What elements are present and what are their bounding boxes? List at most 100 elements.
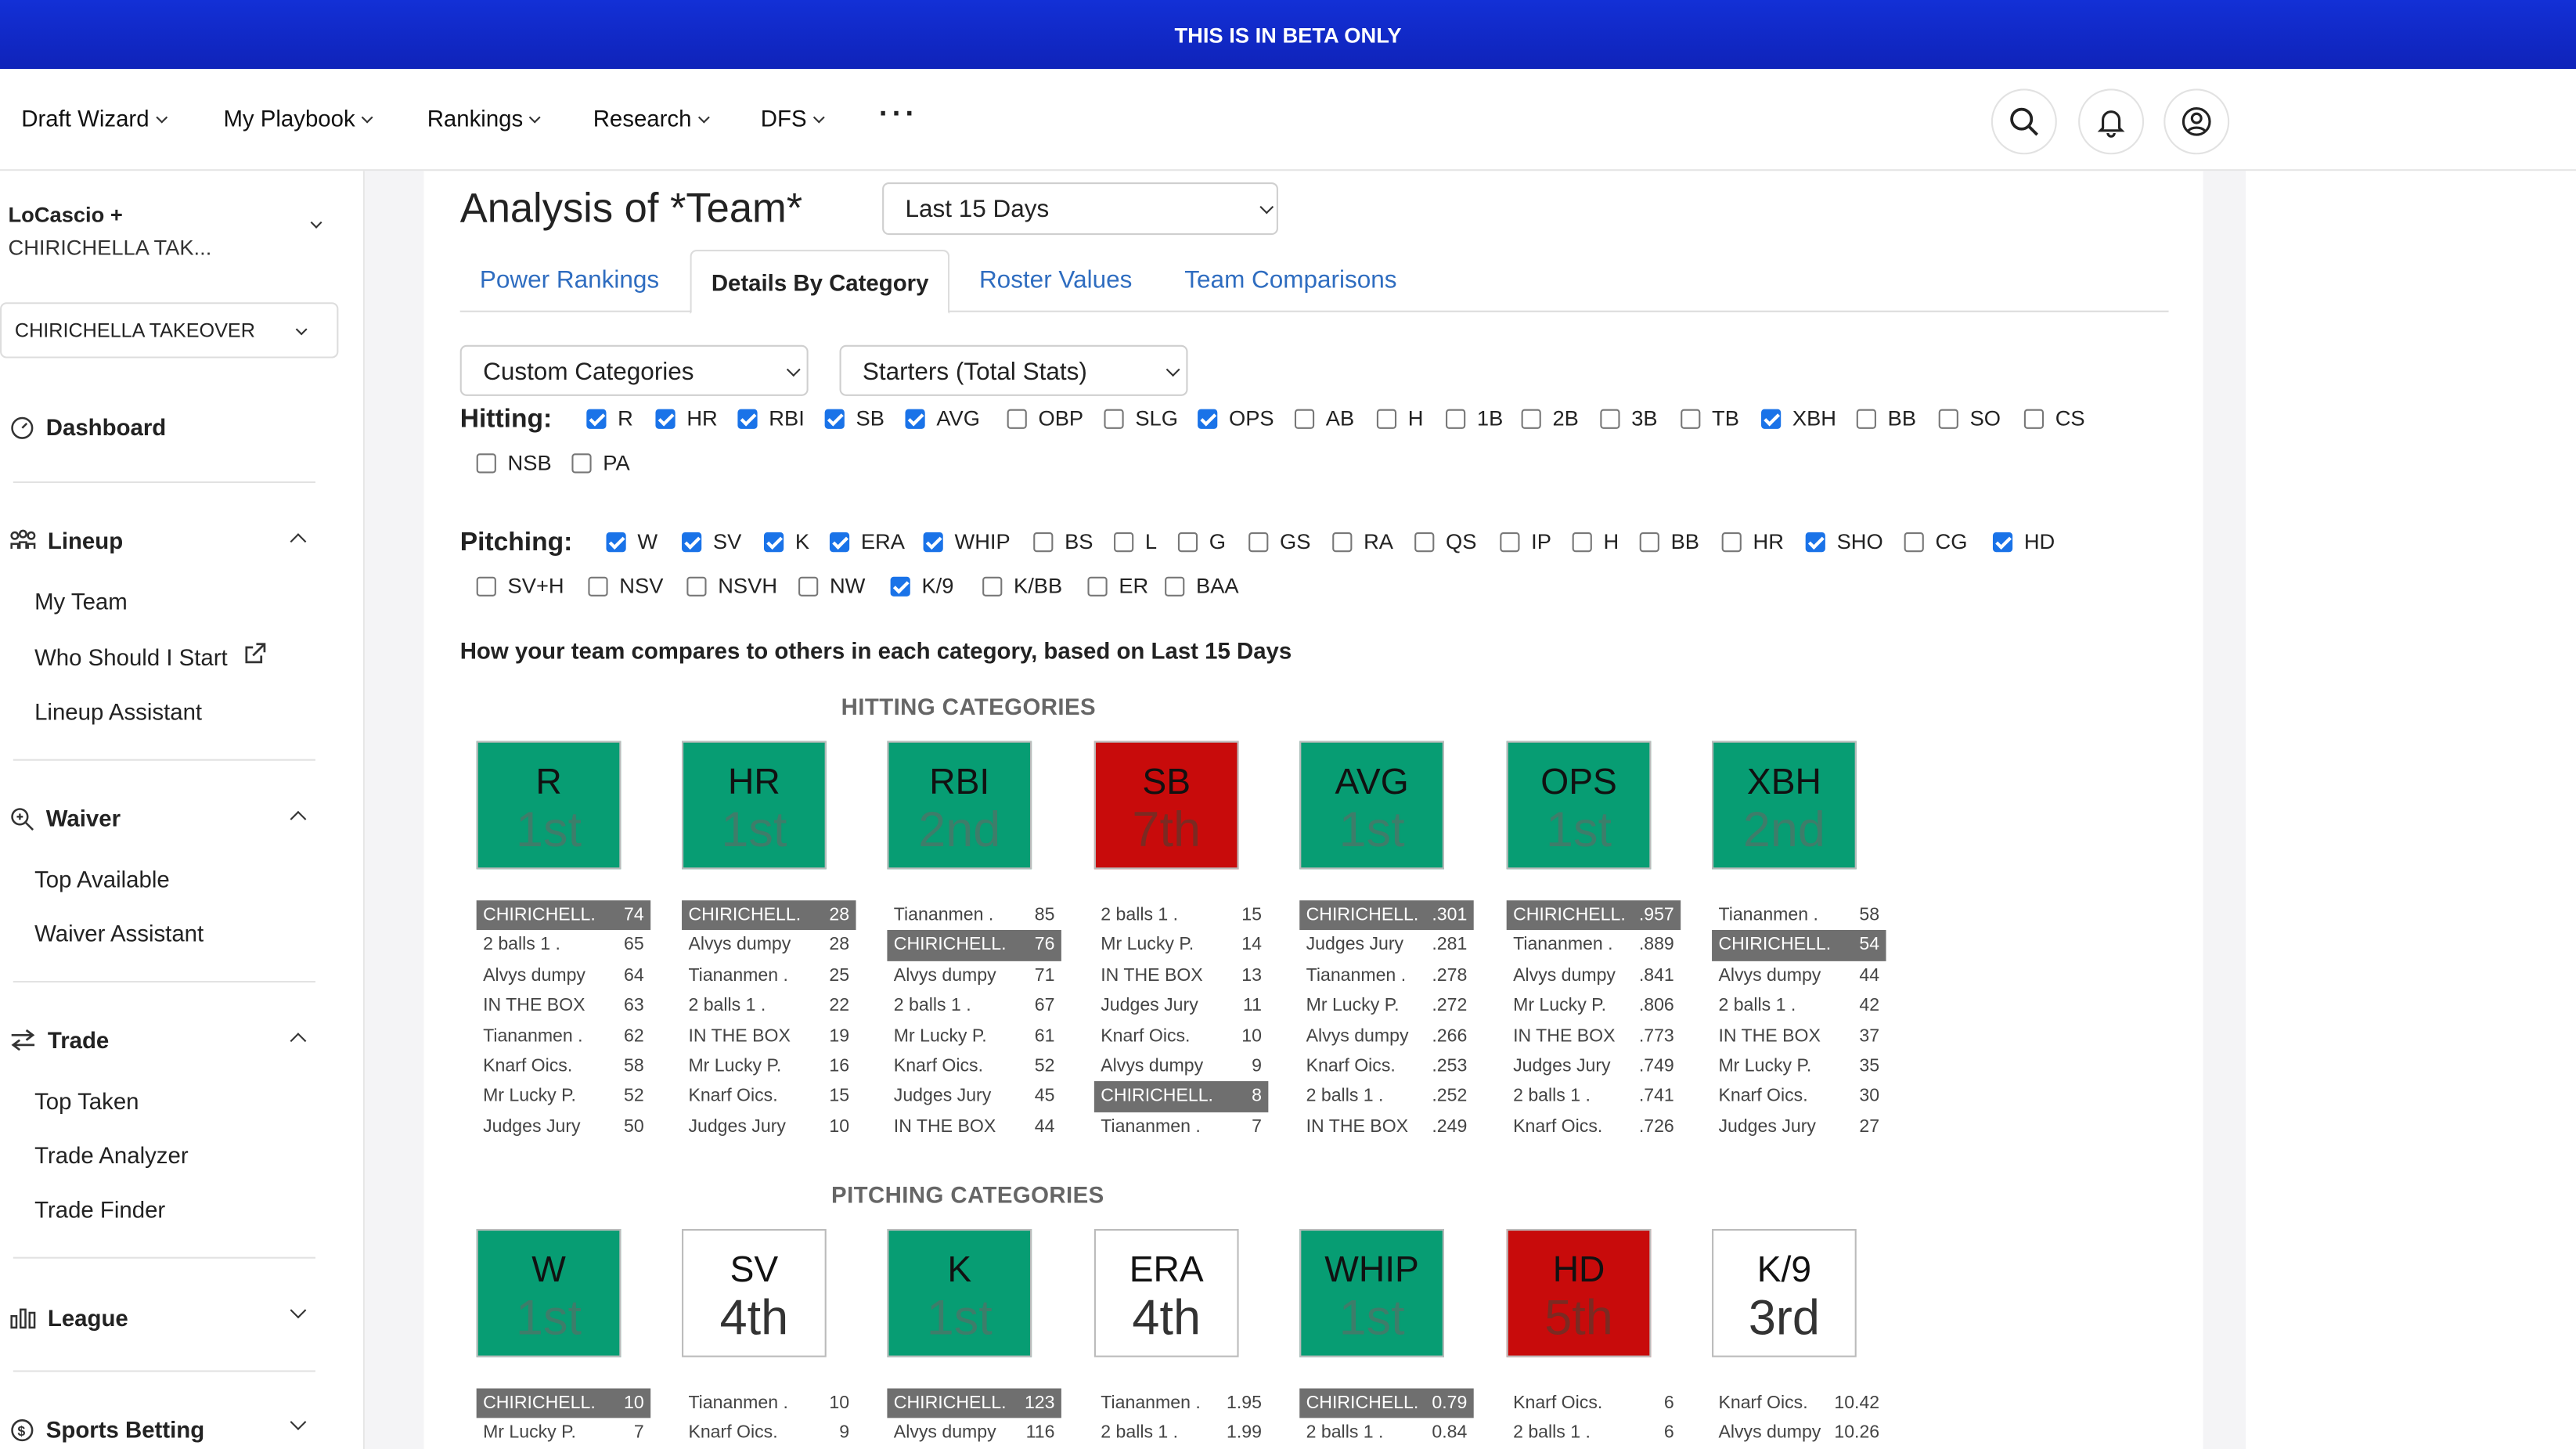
pitching-checkbox-sho[interactable]: SHO — [1805, 529, 1883, 553]
hitting-card-hr[interactable]: HR 1st — [682, 741, 827, 870]
nav-rankings[interactable]: Rankings — [427, 105, 542, 132]
pitching-checkbox-qs[interactable]: QS — [1414, 529, 1476, 553]
sidebar-item-trade-analyzer[interactable]: Trade Analyzer — [34, 1141, 189, 1169]
hitting-checkbox-ab[interactable]: AB — [1294, 406, 1354, 431]
hitting-card-ops[interactable]: OPS 1st — [1506, 741, 1652, 870]
hitting-checkbox-bb[interactable]: BB — [1856, 406, 1916, 431]
team-value: 28 — [829, 935, 850, 956]
team-selector[interactable]: CHIRICHELLA TAKEOVER — [0, 302, 339, 359]
hitting-checkbox-h[interactable]: H — [1376, 406, 1423, 431]
pitching-checkbox-nw[interactable]: NW — [798, 574, 865, 598]
pitching-checkbox-k[interactable]: K — [763, 529, 809, 553]
hitting-card-sb[interactable]: SB 7th — [1093, 741, 1239, 870]
hitting-checkbox-ops[interactable]: OPS — [1198, 406, 1274, 431]
pitching-checkbox-h[interactable]: H — [1572, 528, 1619, 554]
pitching-checkbox-ra[interactable]: RA — [1332, 529, 1393, 553]
sidebar-waiver[interactable]: Waiver — [10, 805, 307, 831]
sidebar-item-waiver-assistant[interactable]: Waiver Assistant — [34, 920, 204, 946]
nav-my-playbook[interactable]: My Playbook — [223, 105, 373, 132]
period-select[interactable]: Last 15 Days — [882, 182, 1278, 236]
pitching-checkbox-bs[interactable]: BS — [1033, 529, 1093, 553]
pitching-checkbox-er[interactable]: ER — [1087, 574, 1148, 598]
team-name: Judges Jury — [1306, 935, 1404, 956]
notifications-button[interactable] — [2078, 88, 2145, 155]
hitting-checkbox-avg[interactable]: AVG — [905, 406, 980, 431]
pitching-checkbox-bb[interactable]: BB — [1639, 529, 1699, 553]
league-selector[interactable]: LoCascio + CHIRICHELLA TAK... — [8, 202, 212, 260]
pitching-checkbox-hr[interactable]: HR — [1721, 529, 1784, 553]
sidebar-item-my-team[interactable]: My Team — [34, 588, 128, 615]
pitching-card-sv[interactable]: SV 4th — [682, 1228, 827, 1357]
stats-select[interactable]: Starters (Total Stats) — [839, 344, 1188, 396]
pitching-checkbox-whip[interactable]: WHIP — [923, 529, 1011, 553]
hitting-checkbox-r[interactable]: R — [586, 406, 633, 431]
hitting-checkbox-sb[interactable]: SB — [824, 406, 884, 431]
pitching-checkbox-nsvh[interactable]: NSVH — [686, 574, 777, 598]
pitching-checkbox-g[interactable]: G — [1177, 529, 1226, 553]
hitting-checkbox-pa[interactable]: PA — [571, 450, 630, 475]
hitting-checkbox-obp[interactable]: OBP — [1007, 406, 1083, 431]
pitching-checkbox-nsv[interactable]: NSV — [588, 574, 663, 598]
pitching-checkbox-cg[interactable]: CG — [1904, 529, 1967, 553]
team-value: 42 — [1859, 996, 1880, 1016]
hitting-checkbox-so[interactable]: SO — [1938, 406, 2001, 431]
checkbox-checked-icon — [682, 531, 702, 552]
sidebar-sports-betting[interactable]: $ Sports Betting — [10, 1414, 307, 1443]
category-select[interactable]: Custom Categories — [459, 344, 809, 396]
pitching-card-k[interactable]: K 1st — [887, 1228, 1032, 1357]
pitching-checkbox-w[interactable]: W — [606, 529, 658, 553]
pitching-checkbox-baa[interactable]: BAA — [1165, 574, 1239, 598]
pitching-card-whip[interactable]: WHIP 1st — [1299, 1228, 1444, 1357]
hitting-checkbox-hr[interactable]: HR — [655, 406, 718, 431]
hitting-checkbox-tb[interactable]: TB — [1681, 406, 1739, 431]
sidebar-dashboard[interactable]: Dashboard — [10, 414, 167, 441]
tab-details-by-category[interactable]: Details By Category — [690, 250, 950, 314]
pitching-card-era[interactable]: ERA 4th — [1093, 1228, 1239, 1357]
pitching-checkbox-sv-h[interactable]: SV+H — [476, 574, 564, 598]
pitching-checkbox-gs[interactable]: GS — [1248, 529, 1310, 553]
hitting-checkbox-rbi[interactable]: RBI — [737, 406, 805, 431]
checkbox-label: H — [1603, 528, 1619, 554]
more-menu-icon[interactable]: ··· — [878, 96, 919, 130]
hitting-checkbox-slg[interactable]: SLG — [1104, 406, 1178, 431]
search-button[interactable] — [1991, 88, 2057, 155]
sidebar-league[interactable]: League — [10, 1302, 307, 1331]
pitching-card-hd[interactable]: HD 5th — [1506, 1228, 1652, 1357]
hitting-card-avg[interactable]: AVG 1st — [1299, 741, 1444, 870]
hitting-card-rbi[interactable]: RBI 2nd — [887, 741, 1032, 870]
sidebar-item-top-available[interactable]: Top Available — [34, 866, 170, 892]
team-value: 123 — [1024, 1393, 1055, 1414]
pitching-checkbox-ip[interactable]: IP — [1500, 529, 1551, 553]
hitting-checkbox-2b[interactable]: 2B — [1521, 406, 1579, 431]
nav-dfs[interactable]: DFS — [761, 105, 825, 132]
hitting-checkbox-xbh[interactable]: XBH — [1761, 406, 1836, 431]
pitching-checkbox-k-bb[interactable]: K/BB — [982, 574, 1062, 598]
pitching-checkbox-era[interactable]: ERA — [829, 529, 905, 553]
pitching-checkbox-l[interactable]: L — [1114, 529, 1157, 553]
hitting-card-xbh[interactable]: XBH 2nd — [1712, 741, 1857, 870]
sidebar-lineup[interactable]: Lineup — [10, 528, 307, 553]
pitching-checkbox-k-9[interactable]: K/9 — [890, 574, 953, 598]
pitching-card-w[interactable]: W 1st — [476, 1228, 621, 1357]
pitching-card-k-9[interactable]: K/9 3rd — [1712, 1228, 1857, 1357]
hitting-checkbox-cs[interactable]: CS — [2023, 406, 2085, 431]
category-name: W — [531, 1249, 566, 1290]
tab-team-comparisons[interactable]: Team Comparisons — [1184, 266, 1397, 294]
checkbox-label: BS — [1065, 528, 1093, 554]
hitting-checkbox-nsb[interactable]: NSB — [476, 450, 552, 475]
sidebar-item-top-taken[interactable]: Top Taken — [34, 1087, 139, 1115]
nav-draft-wizard[interactable]: Draft Wizard — [21, 105, 168, 132]
pitching-checkbox-hd[interactable]: HD — [1992, 529, 2055, 553]
sidebar-item-lineup-assistant[interactable]: Lineup Assistant — [34, 698, 203, 725]
hitting-checkbox-3b[interactable]: 3B — [1600, 406, 1658, 431]
tab-power-rankings[interactable]: Power Rankings — [479, 266, 660, 294]
nav-research[interactable]: Research — [593, 105, 710, 132]
hitting-checkbox-1b[interactable]: 1B — [1446, 406, 1503, 431]
hitting-card-r[interactable]: R 1st — [476, 741, 621, 870]
sidebar-item-trade-finder[interactable]: Trade Finder — [34, 1195, 166, 1223]
tab-roster-values[interactable]: Roster Values — [978, 266, 1133, 294]
sidebar-item-who-should-i-start[interactable]: Who Should I Start — [34, 643, 267, 670]
account-button[interactable] — [2163, 88, 2230, 155]
pitching-checkbox-sv[interactable]: SV — [682, 529, 741, 553]
sidebar-trade[interactable]: Trade — [10, 1027, 307, 1053]
